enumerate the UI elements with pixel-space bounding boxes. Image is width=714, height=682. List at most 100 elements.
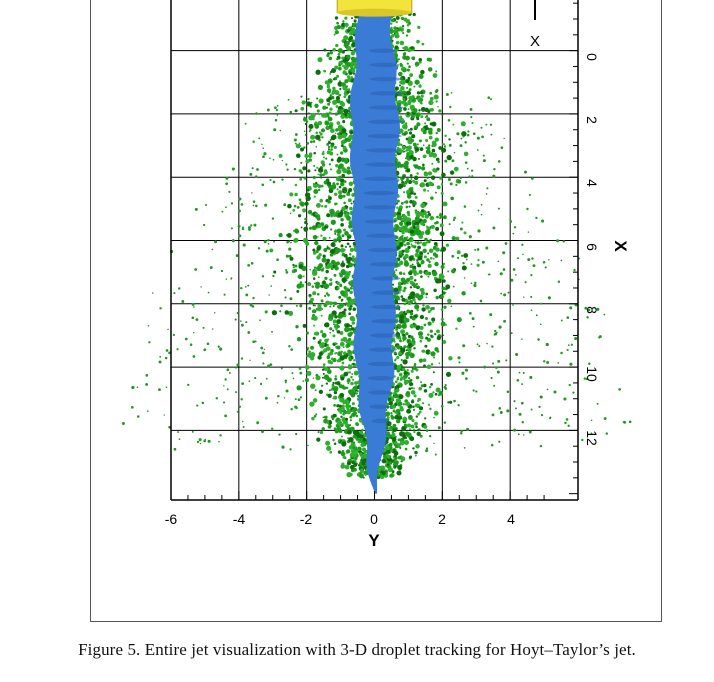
halo-droplet (250, 224, 253, 227)
halo-droplet (298, 198, 302, 202)
droplet (452, 123, 455, 126)
halo-droplet (569, 306, 573, 310)
droplet (390, 412, 393, 415)
droplet (303, 226, 309, 232)
droplet (409, 229, 415, 234)
droplet (337, 165, 342, 170)
halo-droplet (206, 342, 210, 346)
droplet (406, 236, 409, 239)
halo-droplet (584, 306, 588, 310)
droplet (327, 199, 331, 204)
droplet (323, 366, 328, 371)
droplet (300, 106, 305, 111)
droplet (364, 442, 367, 445)
droplet (319, 166, 323, 170)
droplet (405, 351, 410, 357)
droplet (409, 264, 413, 269)
droplet (411, 134, 416, 139)
droplet (405, 391, 411, 396)
droplet (386, 449, 391, 454)
droplet (414, 421, 418, 426)
droplet (402, 272, 406, 275)
droplet (306, 188, 310, 192)
droplet (414, 222, 417, 226)
droplet (395, 328, 398, 331)
droplet (395, 16, 400, 20)
droplet (440, 265, 445, 269)
droplet (430, 175, 436, 180)
halo-droplet (254, 340, 257, 343)
droplet (399, 115, 403, 119)
droplet (444, 291, 447, 294)
droplet (415, 248, 420, 253)
droplet (430, 307, 434, 311)
droplet (432, 320, 435, 324)
halo-droplet (443, 421, 447, 424)
droplet (416, 309, 419, 312)
halo-droplet (283, 397, 286, 399)
droplet (446, 154, 452, 161)
halo-droplet (199, 442, 202, 445)
droplet (436, 128, 441, 132)
droplet (412, 365, 417, 371)
droplet (444, 202, 448, 207)
droplet (413, 387, 415, 390)
halo-droplet (238, 234, 242, 238)
droplet (334, 192, 338, 196)
droplet (407, 295, 412, 300)
droplet (409, 174, 413, 177)
droplet (423, 389, 428, 393)
droplet (414, 79, 420, 85)
halo-droplet (527, 258, 531, 262)
halo-droplet (278, 433, 281, 436)
core-ripple (367, 119, 404, 125)
halo-droplet (427, 240, 431, 244)
droplet (340, 338, 344, 342)
droplet (406, 90, 412, 96)
halo-droplet (315, 146, 318, 148)
droplet (413, 347, 416, 350)
droplet (329, 94, 333, 97)
halo-droplet (238, 209, 241, 213)
droplet (393, 393, 399, 399)
droplet (419, 98, 424, 102)
droplet (396, 355, 400, 360)
droplet (317, 431, 320, 434)
droplet (432, 73, 438, 78)
droplet (349, 389, 355, 395)
droplet (409, 154, 414, 160)
droplet (339, 439, 342, 442)
droplet (311, 117, 315, 121)
droplet (424, 344, 428, 348)
droplet (431, 317, 436, 322)
halo-droplet (262, 155, 265, 159)
halo-droplet (460, 431, 463, 435)
droplet (332, 381, 335, 385)
droplet (396, 175, 400, 179)
droplet (328, 282, 333, 286)
halo-droplet (285, 270, 289, 274)
droplet (351, 255, 355, 259)
droplet (404, 447, 408, 451)
droplet (326, 445, 332, 451)
droplet (399, 27, 405, 32)
droplet (346, 287, 349, 290)
droplet (411, 114, 415, 119)
halo-droplet (334, 377, 338, 381)
droplet (395, 269, 398, 272)
droplet (435, 226, 440, 231)
halo-droplet (540, 413, 544, 417)
droplet (322, 280, 326, 285)
halo-droplet (276, 104, 279, 107)
halo-droplet (587, 308, 591, 312)
halo-droplet (293, 138, 297, 142)
droplet (324, 276, 328, 281)
halo-droplet (562, 240, 565, 243)
droplet (336, 281, 340, 285)
droplet (336, 24, 341, 30)
halo-droplet (443, 145, 447, 148)
halo-droplet (276, 401, 279, 404)
halo-droplet (477, 209, 480, 212)
droplet (417, 263, 421, 268)
halo-droplet (516, 378, 520, 382)
